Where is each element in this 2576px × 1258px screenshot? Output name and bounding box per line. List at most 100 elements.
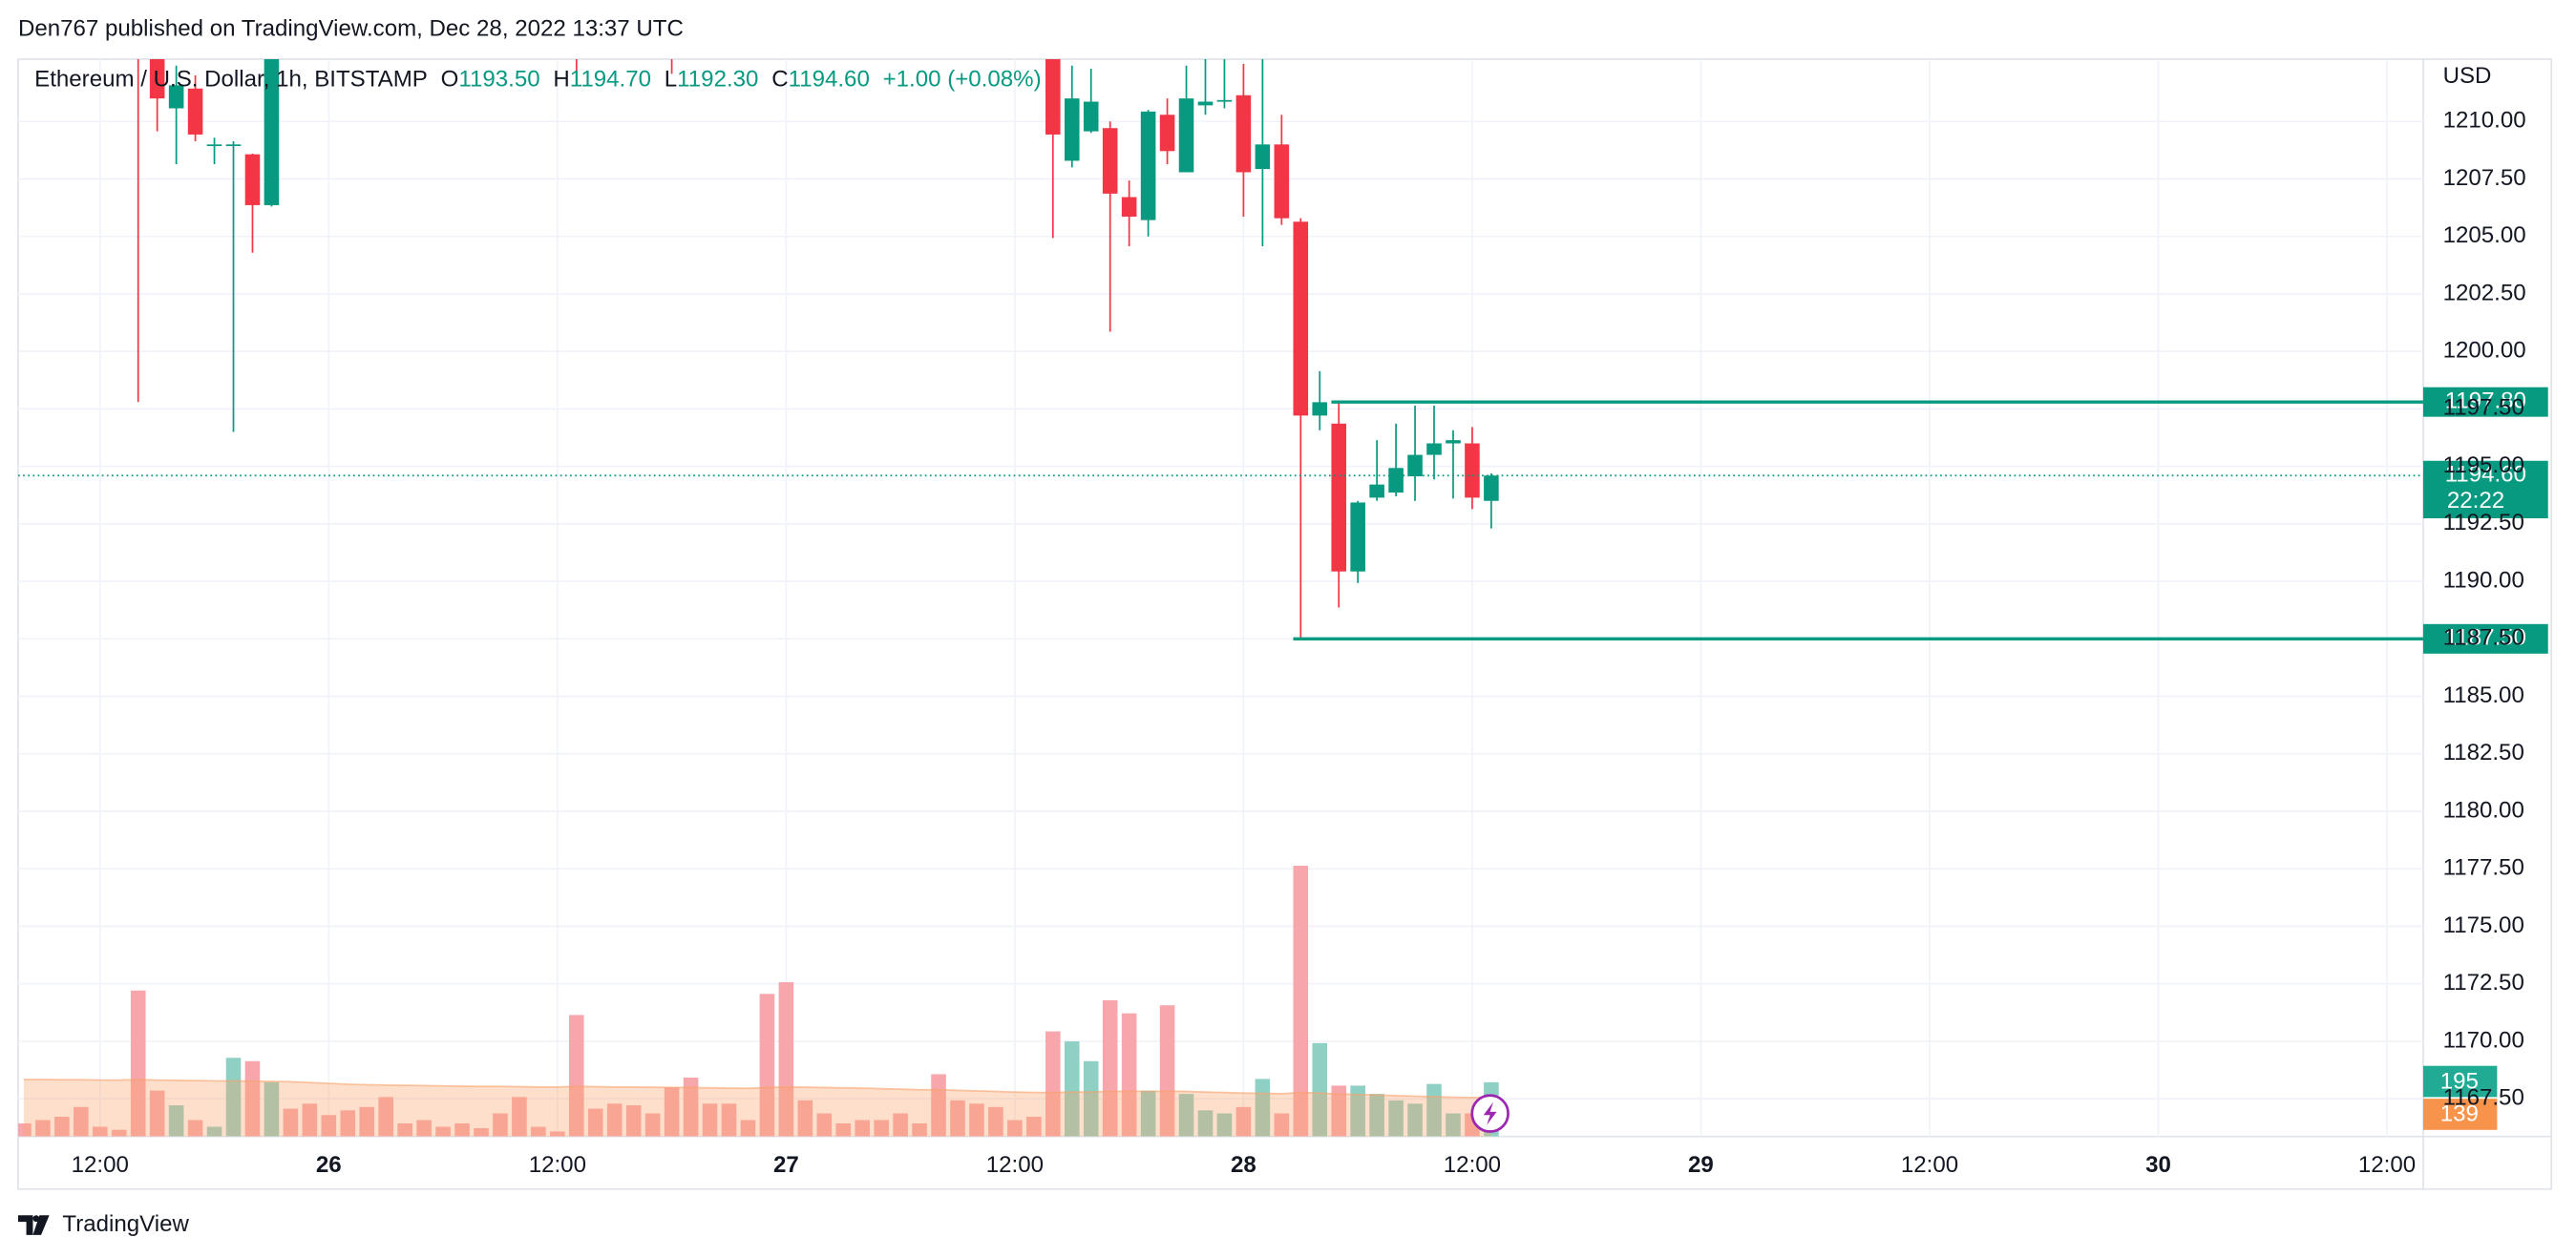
candle-body xyxy=(187,88,203,135)
volume-bar xyxy=(1197,1110,1214,1137)
logo-mark xyxy=(17,1215,50,1235)
volume-bar xyxy=(359,1106,375,1137)
x-tick-label: 28 xyxy=(1231,1152,1256,1178)
volume-bar xyxy=(74,1106,89,1137)
volume-bar xyxy=(1102,999,1118,1137)
y-tick-label: 1195.00 xyxy=(2443,452,2524,478)
volume-bar xyxy=(35,1120,51,1137)
legend-symbol: Ethereum / U.S. Dollar, 1h, BITSTAMP xyxy=(34,67,428,93)
volume-ma-line xyxy=(23,1079,1491,1100)
volume-bar xyxy=(1350,1085,1365,1137)
volume-bar xyxy=(149,1090,165,1137)
candle-body xyxy=(1331,423,1346,572)
volume-bar xyxy=(244,1060,261,1137)
volume-bar xyxy=(187,1120,203,1137)
volume-bar xyxy=(606,1103,623,1137)
volume-ma-label: 139 xyxy=(2440,1101,2479,1127)
volume-bar xyxy=(587,1108,603,1137)
y-tick-label: 1172.50 xyxy=(2443,970,2524,996)
grid xyxy=(17,58,2423,1137)
volume-bar xyxy=(206,1126,222,1137)
volume-bar xyxy=(874,1120,889,1137)
volume-bar xyxy=(54,1116,70,1137)
brand-name: TradingView xyxy=(62,1211,189,1237)
volume-bar xyxy=(397,1122,412,1137)
volume-bar xyxy=(721,1103,737,1137)
x-tick-label: 12:00 xyxy=(1901,1152,1958,1178)
candles xyxy=(137,58,1499,639)
volume-bar xyxy=(302,1103,318,1137)
volume-bar xyxy=(1331,1085,1346,1137)
candle-body xyxy=(206,144,222,147)
volume-bar xyxy=(17,1122,32,1137)
volume-bar xyxy=(283,1108,299,1137)
volume-bar xyxy=(625,1105,642,1137)
x-tick-label: 12:00 xyxy=(2358,1152,2416,1178)
volume-bar xyxy=(1446,1113,1461,1137)
y-tick-label: 1167.50 xyxy=(2443,1085,2524,1111)
candle-body xyxy=(1255,144,1271,170)
volume-label: 195 xyxy=(2440,1068,2479,1094)
y-tick-label: 1180.00 xyxy=(2443,797,2524,823)
volume-bar xyxy=(912,1122,927,1137)
candle-body xyxy=(1178,98,1194,173)
volume-bar xyxy=(1369,1094,1384,1137)
volume-ma-area xyxy=(23,1079,1491,1137)
candle-body xyxy=(1426,443,1442,455)
level-label: 1197.80 xyxy=(2445,388,2526,414)
x-tick-label: 12:00 xyxy=(986,1152,1044,1178)
volume-bar xyxy=(111,1129,127,1137)
volume-bar xyxy=(512,1097,527,1137)
volume-bar xyxy=(454,1122,470,1137)
volume-bar xyxy=(1007,1120,1023,1137)
candle-body xyxy=(1465,443,1480,498)
candle-body xyxy=(1064,98,1080,161)
candle-body xyxy=(225,144,242,147)
volume-bar xyxy=(1235,1106,1252,1137)
level-label: 1187.50 xyxy=(2445,625,2526,651)
candle-body xyxy=(1274,144,1290,219)
volume-bar xyxy=(1388,1100,1404,1137)
volume-bar xyxy=(1121,1013,1137,1137)
candle-body xyxy=(1446,440,1461,444)
x-tick-label: 12:00 xyxy=(1444,1152,1501,1178)
volume-bar xyxy=(835,1122,852,1137)
y-tick-label: 1200.00 xyxy=(2443,338,2526,364)
candle-body xyxy=(1140,111,1156,220)
volume-bar xyxy=(1293,866,1309,1137)
level-label-box xyxy=(2422,623,2548,654)
candle-body xyxy=(264,58,280,205)
volume-bar xyxy=(950,1100,965,1137)
y-tick-label: 1190.00 xyxy=(2443,567,2524,593)
candle-body xyxy=(1159,115,1175,152)
volume-bar xyxy=(1064,1041,1080,1137)
volume-bar xyxy=(778,982,794,1137)
brand-logo: TradingView xyxy=(17,1211,190,1237)
candle-body xyxy=(168,85,184,109)
volume-bar xyxy=(644,1113,661,1137)
volume-bar xyxy=(855,1120,870,1137)
volume-bar xyxy=(1140,1090,1156,1137)
volume-bar xyxy=(816,1113,833,1137)
candle-body xyxy=(1216,99,1233,102)
x-tick-label: 30 xyxy=(2145,1152,2171,1178)
axes: 12:00 26 12:00 27 12:00 28 12:00 29 12:00 30 12:00… xyxy=(72,108,2526,1178)
volume-bar xyxy=(569,1015,584,1137)
candle-body xyxy=(1235,94,1252,173)
legend-low: 1192.30 xyxy=(677,67,758,93)
legend-change: +1.00 (+0.08%) xyxy=(883,67,1042,93)
legend-l: L xyxy=(665,67,677,93)
volume-bar xyxy=(130,990,146,1137)
candle-body xyxy=(1293,221,1309,416)
volume-bar xyxy=(378,1097,393,1137)
volume-bar xyxy=(1216,1113,1233,1137)
level-label-box xyxy=(2422,387,2548,417)
x-tick-label: 27 xyxy=(773,1152,799,1178)
legend-o: O xyxy=(441,67,459,93)
volume-bar xyxy=(168,1105,184,1137)
volume-bar xyxy=(759,994,775,1137)
candle-body xyxy=(1388,468,1404,493)
legend-h: H xyxy=(553,67,569,93)
